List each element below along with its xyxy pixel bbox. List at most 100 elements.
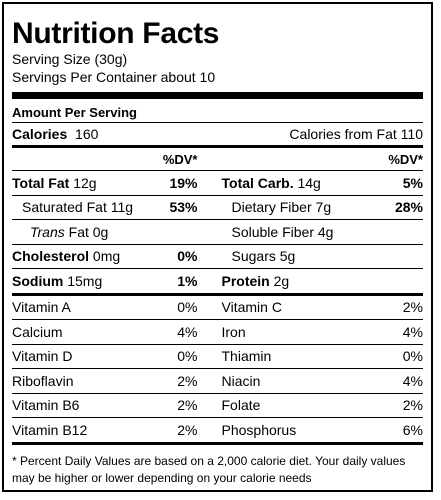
- label-text: Total Fat: [12, 174, 70, 191]
- calories-from-fat: Calories from Fat 110: [289, 126, 423, 142]
- nutrient-row: Cholesterol 0mg 0% Sugars 5g: [12, 243, 424, 269]
- nutrient-row: Total Fat 12g 19% Total Carb. 14g 5%: [12, 170, 423, 195]
- dv-header-row: %DV* %DV*: [12, 148, 423, 170]
- vitamin-row: Calcium 4% Iron 4%: [12, 319, 423, 344]
- label-text: 4%: [402, 372, 423, 389]
- label-text: Saturated Fat: [22, 199, 107, 216]
- label-cell: Thiamin 0%: [218, 348, 424, 364]
- vitamin-row: Vitamin B6 2% Folate 2%: [12, 392, 424, 418]
- label-text: Sodium: [12, 272, 64, 289]
- vitamin-row: Vitamin B12 2% Phosphorus 6%: [12, 417, 423, 442]
- label-text: Vitamin B6: [12, 397, 80, 414]
- label-text: 0%: [402, 348, 423, 365]
- label-text: 0%: [177, 299, 198, 316]
- label-cell: %DV*: [12, 152, 218, 167]
- servings-per-container: Servings Per Container about 10: [12, 69, 216, 85]
- serving-size: Serving Size (30g): [12, 51, 128, 67]
- label-cell: Total Fat 12g 19%: [12, 175, 218, 191]
- nutrition-facts-label: Nutrition Facts Serving Size (30g) Servi…: [2, 2, 433, 492]
- label-text: 2%: [177, 397, 198, 414]
- label-cell: Calcium 4%: [12, 324, 218, 340]
- nutrient-row: Trans Fat 0g Soluble Fiber 4g: [12, 219, 423, 244]
- label-text: 53%: [169, 199, 198, 216]
- label-text: 12g: [73, 174, 97, 191]
- label-cell: Iron 4%: [218, 324, 424, 340]
- label-text: 15mg: [67, 272, 103, 289]
- nutrient-row: Saturated Fat 11g 53% Dietary Fiber 7g 28%: [12, 194, 424, 220]
- label-text: 11g: [110, 199, 134, 216]
- label-text: Niacin: [221, 372, 261, 389]
- nutrient-row: Sodium 15mg 1% Protein 2g: [12, 268, 423, 293]
- label-cell: Cholesterol 0mg 0%: [12, 248, 218, 264]
- label-text: 2g: [273, 272, 290, 289]
- label-text: 0%: [177, 248, 198, 265]
- label-text: Trans: [30, 223, 65, 240]
- label-text: Cholesterol: [12, 248, 90, 265]
- medium-divider: [12, 145, 423, 148]
- label-text: Vitamin A: [12, 299, 71, 316]
- vitamin-row: Vitamin D 0% Thiamin 0%: [12, 343, 424, 369]
- label-text: Riboflavin: [12, 372, 74, 389]
- label-cell: Total Carb. 14g 5%: [218, 175, 424, 191]
- label-cell: Niacin 4%: [218, 373, 424, 389]
- label-text: 0g: [92, 223, 109, 240]
- label-text: 2%: [402, 397, 423, 414]
- label-text: 4%: [177, 323, 198, 340]
- label-cell: Trans Fat 0g: [12, 224, 218, 240]
- label-text: 14g: [297, 174, 321, 191]
- label-text: 0%: [177, 348, 198, 365]
- label-cell: Sugars 5g: [218, 248, 424, 264]
- label-text: Total Carb.: [221, 174, 294, 191]
- label-cell: Vitamin B12 2%: [12, 422, 218, 438]
- label-cell: Saturated Fat 11g 53%: [12, 199, 218, 215]
- label-text: 19%: [169, 174, 198, 191]
- label-text: Iron: [221, 323, 246, 340]
- label-text: 2%: [177, 421, 198, 438]
- label-text: 6%: [402, 421, 423, 438]
- label-cell: %DV*: [218, 151, 423, 167]
- dv-header-right: %DV*: [388, 151, 423, 167]
- label-text: 5g: [279, 248, 296, 265]
- calories: Calories 160: [12, 126, 98, 142]
- label-text: Phosphorus: [221, 421, 297, 438]
- label-cell: Phosphorus 6%: [218, 422, 424, 438]
- label-text: 5%: [402, 174, 423, 191]
- label-cell: Vitamin D 0%: [12, 348, 218, 364]
- footnote: * Percent Daily Values are based on a 2,…: [12, 453, 406, 485]
- label-text: 4%: [402, 323, 423, 340]
- label-text: Thiamin: [221, 348, 272, 365]
- label-text: Vitamin B12: [12, 421, 88, 438]
- label-text: 160: [75, 126, 99, 142]
- label-title: Nutrition Facts: [12, 17, 220, 50]
- label-text: Protein: [221, 272, 270, 289]
- label-text: 2%: [177, 372, 198, 389]
- label-text: Vitamin C: [221, 299, 282, 316]
- label-text: Fat: [64, 223, 89, 240]
- label-text: Sugars: [231, 248, 276, 265]
- label-text: 2%: [402, 299, 423, 316]
- label-cell: Riboflavin 2%: [12, 373, 218, 389]
- thick-divider: [12, 92, 423, 99]
- vitamin-row: Vitamin A 0% Vitamin C 2%: [12, 296, 423, 320]
- label-text: 28%: [394, 199, 423, 216]
- label-text: Calcium: [12, 323, 63, 340]
- amount-per-serving: Amount Per Serving: [12, 105, 137, 120]
- label-cell: Soluble Fiber 4g: [218, 224, 424, 240]
- label-cell: Vitamin B6 2%: [12, 397, 218, 413]
- label-cell: Folate 2%: [218, 397, 424, 413]
- medium-divider: [12, 441, 423, 445]
- label-text: 0mg: [92, 248, 121, 265]
- calories-row: Calories 160 Calories from Fat 110: [12, 122, 423, 145]
- medium-divider: [12, 292, 423, 296]
- label-text: 4g: [317, 223, 334, 240]
- label-cell: Vitamin C 2%: [218, 299, 424, 315]
- dv-header-left: %DV*: [162, 151, 198, 167]
- label-text: Folate: [221, 397, 261, 414]
- label-text: Dietary Fiber: [231, 199, 312, 216]
- vitamin-row: Riboflavin 2% Niacin 4%: [12, 368, 423, 393]
- label-cell: Protein 2g: [218, 273, 424, 289]
- label-text: Soluble Fiber: [231, 223, 315, 240]
- label-cell: Dietary Fiber 7g 28%: [218, 199, 424, 215]
- label-text: 1%: [177, 272, 198, 289]
- label-cell: Sodium 15mg 1%: [12, 273, 218, 289]
